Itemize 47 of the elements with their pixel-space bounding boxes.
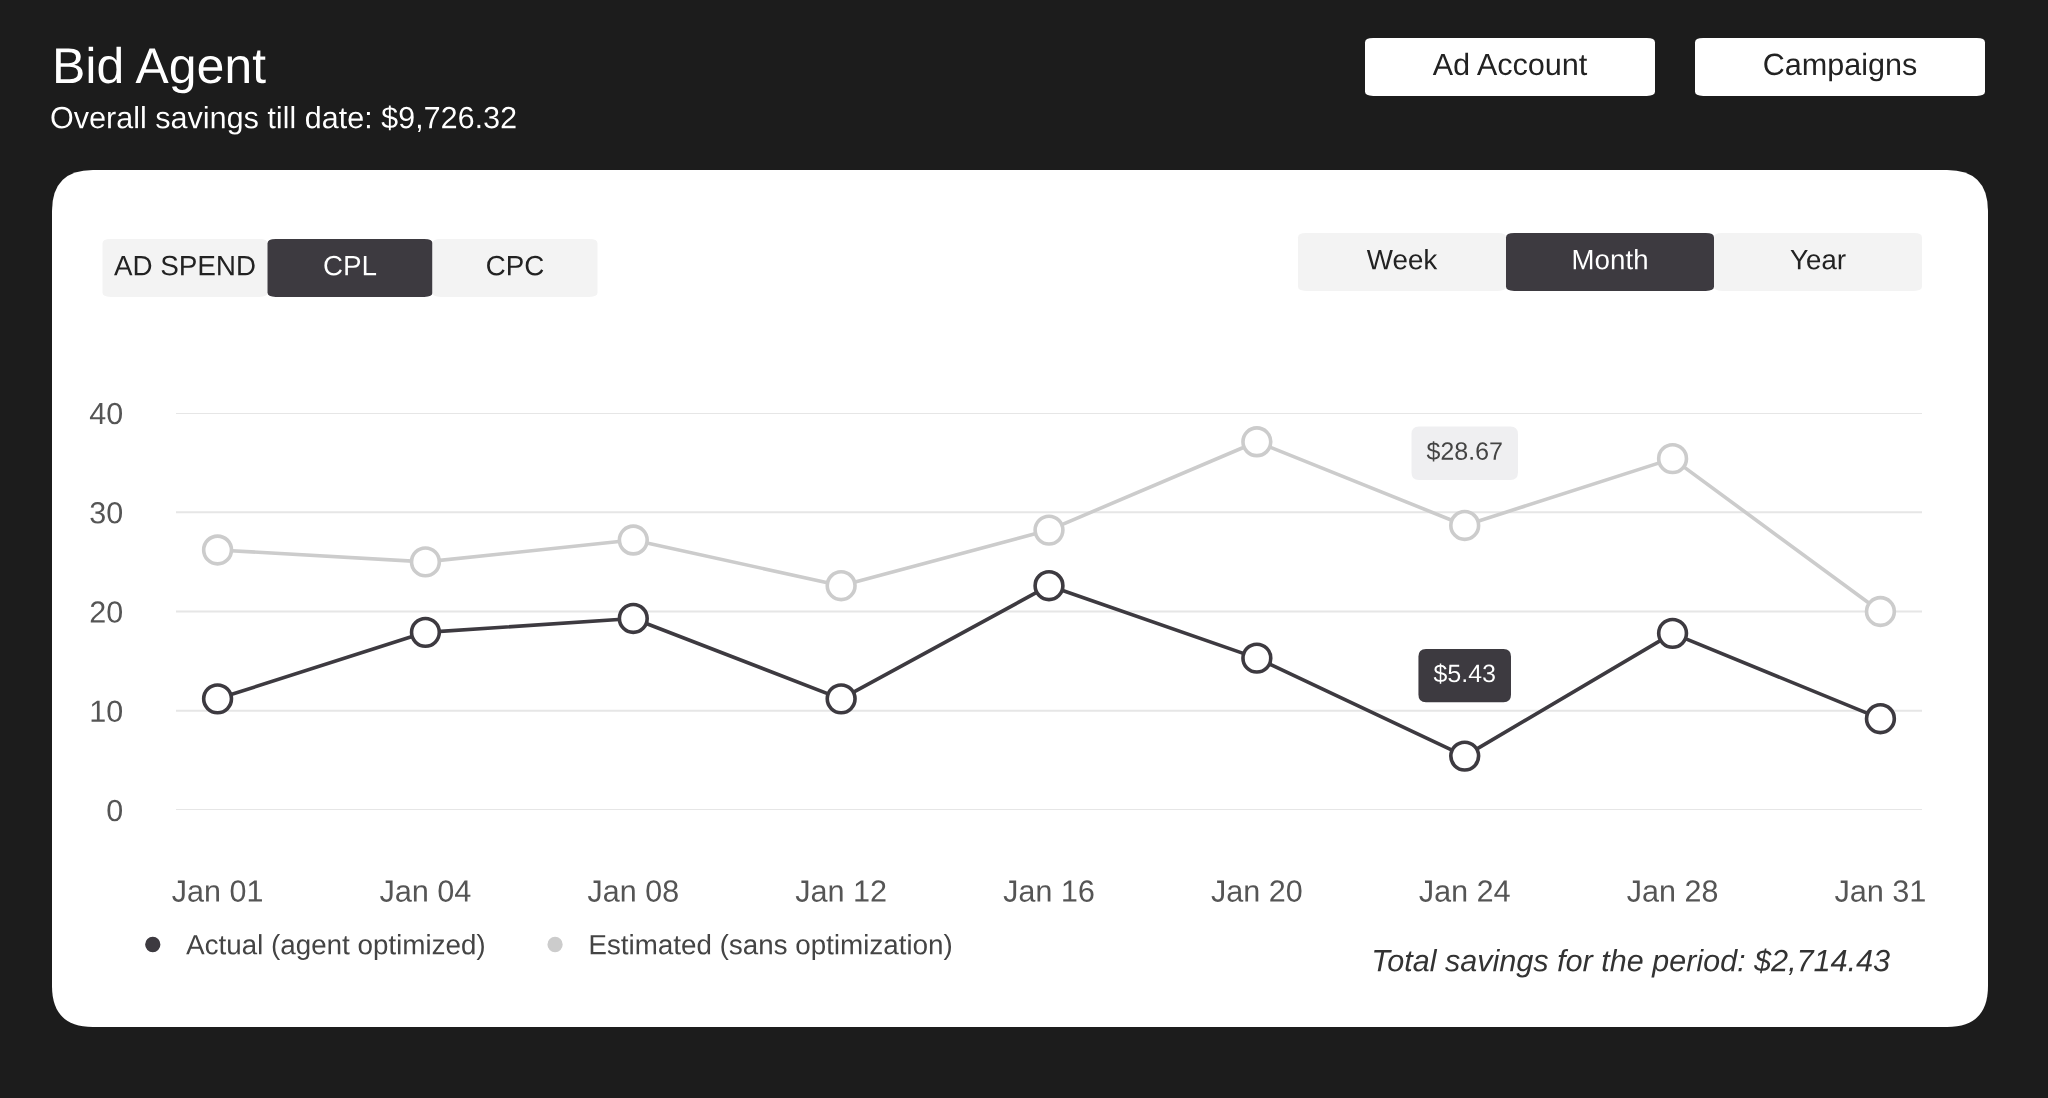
point	[409, 616, 442, 649]
point	[825, 570, 857, 602]
x-tick-label: Jan 31	[1835, 880, 1925, 902]
point	[201, 534, 234, 566]
point	[617, 524, 649, 556]
x-tick-label: Jan 04	[380, 880, 471, 902]
point	[1449, 740, 1481, 772]
text: AD SPEND	[114, 255, 255, 276]
text: Month	[1573, 249, 1647, 270]
x-tick-label: Jan 12	[795, 880, 886, 902]
text: CPL	[324, 255, 377, 276]
legend-label: Estimated (sans optimization)	[590, 934, 952, 960]
text: Total savings for the period: $2,714.43	[1374, 948, 1890, 978]
chart-title: Bid Agent	[56, 46, 266, 94]
point	[825, 683, 857, 715]
data-label: $28.67	[1426, 441, 1502, 462]
x-tick-label: Jan 16	[1003, 880, 1094, 902]
legend-label: Actual (agent optimized)	[186, 934, 484, 960]
y-tick-label: 10	[91, 700, 123, 723]
x-tick-label: Jan 28	[1627, 880, 1718, 902]
point	[409, 546, 442, 578]
text: CPC	[487, 255, 544, 276]
y-tick-label: 0	[107, 799, 123, 822]
y-tick-label: 20	[90, 601, 123, 623]
y-tick-label: 40	[89, 402, 123, 425]
point	[617, 602, 649, 635]
x-tick-label: Jan 01	[172, 880, 262, 902]
point	[1864, 702, 1897, 735]
data-label: $5.43	[1433, 663, 1495, 684]
point	[201, 683, 234, 715]
text: Year	[1790, 250, 1846, 270]
y-tick-label: 30	[90, 501, 123, 524]
x-tick-label: Jan 20	[1211, 880, 1302, 902]
point	[1656, 442, 1689, 475]
point	[1241, 642, 1273, 674]
point	[1449, 509, 1481, 542]
point	[1033, 570, 1065, 602]
text: Week	[1366, 249, 1438, 270]
x-tick-label: Jan 08	[587, 880, 678, 902]
point	[1033, 514, 1065, 546]
text: Campaigns	[1764, 52, 1917, 82]
text: Ad Account	[1432, 52, 1588, 76]
x-tick-label: Jan 24	[1419, 880, 1510, 902]
chart-subtitle: Overall savings till date: $9,726.32	[51, 105, 516, 135]
point	[1656, 617, 1689, 650]
point	[1241, 426, 1273, 458]
point	[1864, 595, 1897, 628]
